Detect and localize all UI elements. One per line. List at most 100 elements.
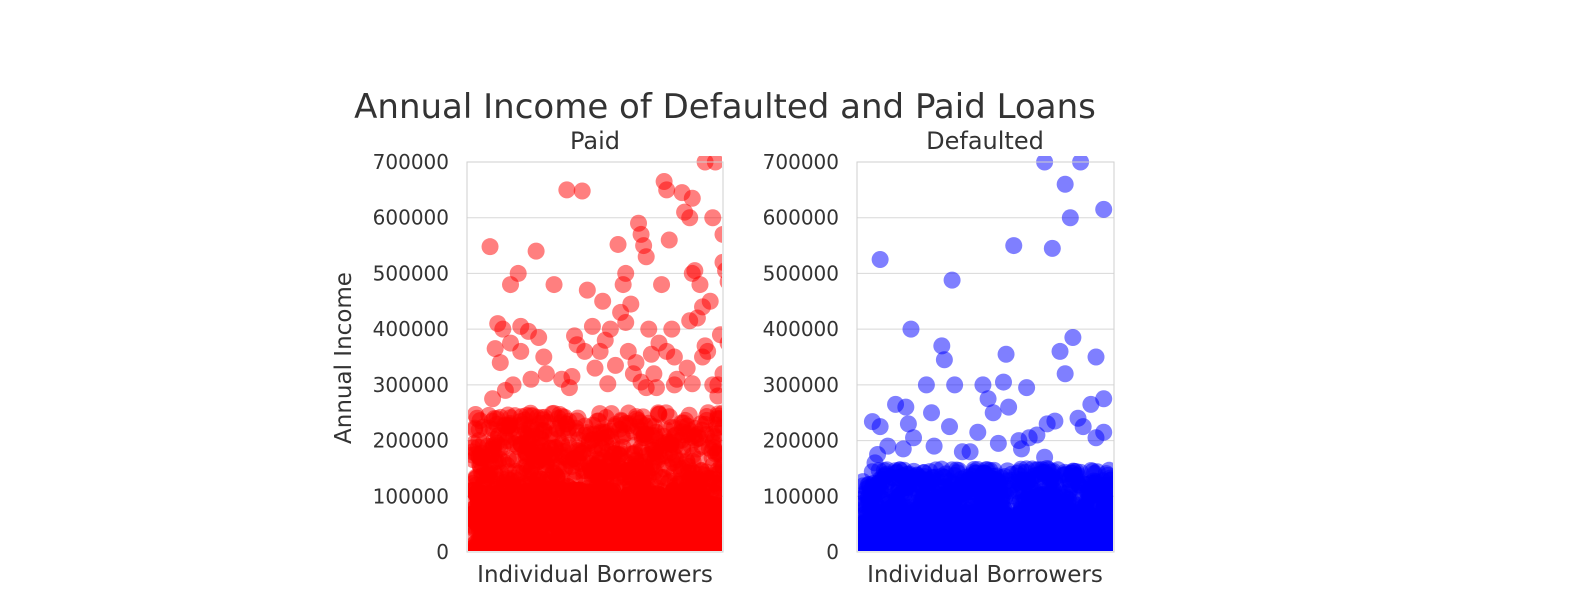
scatter-point	[1095, 390, 1113, 408]
y-tick-label: 700000	[373, 150, 449, 174]
scatter-point	[871, 251, 889, 268]
scatter-point	[1082, 395, 1100, 413]
scatter-point	[617, 313, 635, 331]
scatter-point	[981, 542, 999, 551]
scatter-point	[902, 320, 920, 338]
scatter-point	[636, 532, 654, 550]
scatter-point	[683, 375, 701, 393]
panel-defaulted: 0 100000 200000 300000 400000 500000 600000 700…	[763, 127, 1115, 588]
scatter-point	[673, 431, 691, 449]
scatter-point	[558, 181, 576, 199]
scatter-point	[879, 437, 897, 455]
scatter-point	[486, 340, 504, 358]
scatter-point	[858, 494, 872, 512]
scatter-point	[717, 262, 722, 279]
scatter-point	[533, 543, 551, 551]
scatter-point	[983, 492, 1001, 510]
scatter-point	[704, 209, 722, 227]
scatter-point	[943, 528, 961, 546]
scatter-point	[640, 320, 658, 338]
scatter-point	[931, 492, 949, 510]
scatter-point	[865, 531, 883, 549]
scatter-point	[965, 508, 983, 526]
scatter-point	[586, 359, 604, 377]
scatter-point	[526, 520, 544, 538]
scatter-point	[591, 530, 609, 548]
scatter-point	[941, 418, 959, 436]
scatter-point	[697, 463, 715, 481]
y-tick-label: 200000	[763, 429, 839, 453]
scatter-point	[683, 189, 701, 207]
scatter-point	[543, 405, 561, 423]
scatter-point	[527, 242, 545, 260]
scatter-point	[994, 373, 1012, 391]
scatter-point	[972, 526, 990, 544]
scatter-point	[606, 356, 624, 374]
scatter-point	[912, 490, 930, 508]
scatter-point	[585, 498, 603, 516]
figure-title: Annual Income of Defaulted and Paid Loan…	[354, 87, 1096, 127]
scatter-point	[523, 458, 541, 476]
scatter-point	[593, 439, 611, 457]
y-tick-label: 300000	[373, 373, 449, 397]
scatter-point	[665, 348, 683, 366]
scatter-point	[499, 498, 517, 516]
scatter-point	[889, 527, 907, 545]
scatter-point	[658, 181, 676, 199]
scatter-point	[1003, 487, 1021, 505]
plot-frame	[856, 161, 1115, 553]
scatter-point	[468, 435, 483, 453]
scatter-point	[653, 276, 671, 294]
scatter-point	[996, 521, 1014, 539]
scatter-point	[1043, 239, 1061, 257]
scatter-point	[660, 231, 678, 249]
scatter-point	[596, 425, 614, 443]
scatter-point	[719, 337, 722, 349]
scatter-point	[705, 439, 722, 457]
scatter-point	[621, 508, 639, 526]
scatter-point	[1095, 200, 1113, 218]
scatter-point	[572, 444, 590, 462]
scatter-point	[543, 511, 561, 529]
scatter-point	[679, 457, 697, 475]
scatter-point	[530, 329, 548, 346]
scatter-point	[1000, 398, 1018, 416]
scatter-point	[691, 276, 709, 294]
scatter-point	[1036, 156, 1054, 171]
scatter-point	[514, 415, 532, 433]
scatter-point	[881, 540, 899, 551]
scatter-point	[625, 486, 643, 504]
scatter-point	[974, 376, 992, 394]
scatter-point	[686, 262, 704, 280]
scatter-point	[1017, 460, 1035, 478]
scatter-point	[599, 511, 617, 529]
scatter-point	[987, 470, 1005, 488]
scatter-point	[1038, 415, 1056, 433]
y-tick-label: 0	[436, 540, 449, 564]
scatter-point	[594, 292, 612, 310]
scatter-point	[1057, 465, 1075, 483]
y-tick-label: 100000	[763, 484, 839, 508]
scatter-point	[560, 379, 578, 397]
scatter-point	[1005, 237, 1023, 255]
scatter-point	[567, 481, 585, 499]
scatter-point	[978, 509, 996, 527]
scatter-point	[1069, 527, 1087, 545]
x-axis-label-paid: Individual Borrowers	[477, 562, 713, 588]
y-tick-label: 100000	[373, 484, 449, 508]
scatter-point	[484, 390, 502, 408]
scatter-point	[662, 419, 680, 437]
scatter-point	[928, 542, 946, 551]
scatter-point	[468, 405, 485, 423]
scatter-point	[678, 359, 696, 377]
scatter-point	[501, 414, 519, 432]
scatter-point	[583, 317, 601, 335]
scatter-point	[933, 337, 951, 355]
scatter-point	[485, 431, 503, 449]
y-tick-label: 600000	[373, 206, 449, 230]
scatter-point	[481, 238, 499, 256]
scatter-point	[709, 536, 722, 551]
scatter-point	[1095, 423, 1113, 441]
scatter-point	[637, 379, 655, 397]
scatter-point	[905, 429, 923, 447]
